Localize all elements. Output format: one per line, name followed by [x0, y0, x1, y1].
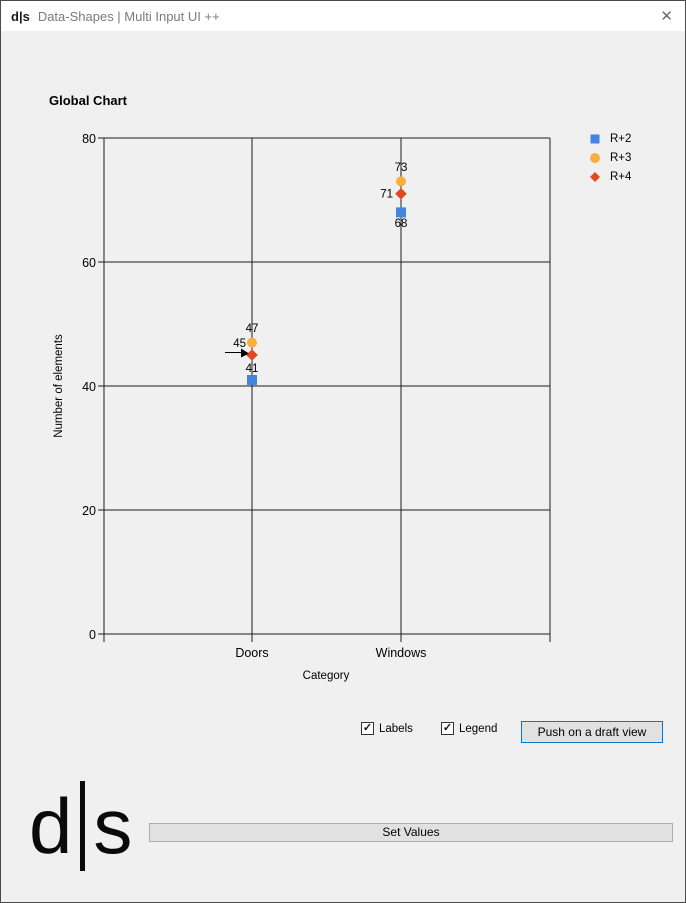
close-icon[interactable]: ✕ — [660, 7, 673, 25]
checkbox-checked-icon[interactable]: ✓ — [441, 722, 454, 735]
y-axis-tick-labels: 80 60 40 20 0 — [82, 132, 96, 642]
data-point-doors-r4 — [246, 349, 258, 361]
data-shapes-logo: d s — [29, 781, 132, 871]
labels-checkbox[interactable]: ✓ Labels — [361, 722, 413, 735]
point-label-doors-45: 45 — [233, 338, 246, 350]
x-category-doors: Doors — [235, 646, 268, 660]
labels-checkbox-label: Labels — [379, 722, 413, 735]
legend-label: R+3 — [610, 151, 632, 164]
chart-legend: R+2 R+3 R+4 — [589, 129, 631, 186]
point-label-windows-73: 73 — [395, 162, 408, 174]
point-label-windows-71: 71 — [380, 189, 393, 201]
data-point-doors-r2 — [247, 375, 257, 385]
legend-item-r2: R+2 — [589, 129, 631, 148]
logo-bar — [80, 781, 86, 871]
legend-checkbox-label: Legend — [459, 722, 498, 735]
app-icon: d|s — [11, 8, 30, 24]
legend-item-r3: R+3 — [589, 148, 631, 167]
point-label-doors-47: 47 — [246, 323, 259, 335]
y-tick-40: 40 — [82, 380, 96, 394]
legend-square-icon — [590, 134, 600, 143]
chart-title: Global Chart — [49, 93, 128, 108]
push-draft-view-button[interactable]: Push on a draft view — [521, 721, 663, 743]
legend-circle-icon — [590, 152, 600, 163]
point-label-doors-41: 41 — [246, 363, 259, 375]
legend-checkbox[interactable]: ✓ Legend — [441, 722, 497, 735]
label-leader-arrow — [225, 348, 249, 358]
data-point-windows-r4 — [395, 188, 407, 200]
y-axis-title: Number of elements — [53, 334, 65, 438]
logo-letter-s: s — [93, 782, 133, 870]
x-category-windows: Windows — [376, 646, 427, 660]
y-tick-60: 60 — [82, 256, 96, 270]
legend-item-r4: R+4 — [589, 167, 631, 186]
data-point-windows-r3 — [396, 176, 406, 187]
y-tick-0: 0 — [89, 628, 96, 642]
data-point-doors-r3 — [247, 337, 257, 348]
y-tick-80: 80 — [82, 132, 96, 146]
legend-label: R+2 — [610, 132, 632, 145]
title-bar: d|s Data-Shapes | Multi Input UI ++ ✕ — [1, 1, 685, 31]
checkbox-checked-icon[interactable]: ✓ — [361, 722, 374, 735]
chart-gridlines — [98, 137, 551, 642]
y-tick-20: 20 — [82, 504, 96, 518]
data-point-windows-r2 — [396, 207, 406, 218]
legend-diamond-icon — [590, 171, 600, 182]
window-title: Data-Shapes | Multi Input UI ++ — [37, 8, 220, 24]
legend-label: R+4 — [610, 170, 632, 183]
logo-letter-d: d — [29, 782, 73, 870]
set-values-button[interactable]: Set Values — [149, 823, 673, 842]
x-axis-title: Category — [303, 670, 350, 682]
point-label-windows-68: 68 — [395, 218, 408, 230]
chart-canvas: 80 60 40 20 0 Doors Windows Category Num… — [53, 132, 551, 682]
